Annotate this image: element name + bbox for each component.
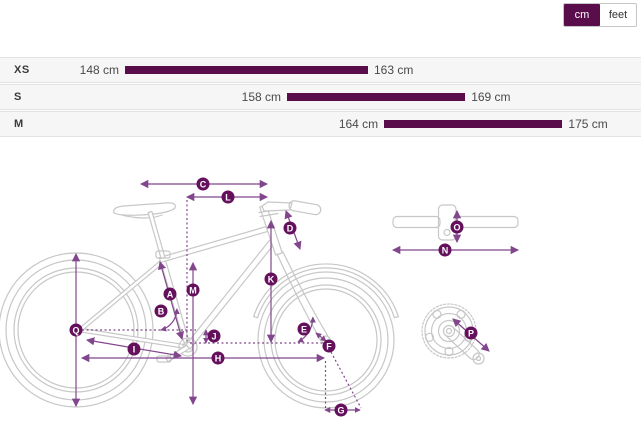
front-fender: [256, 267, 396, 319]
svg-text:N: N: [442, 246, 449, 256]
range-min-label: 158 cm: [241, 90, 281, 104]
size-label: S: [14, 91, 22, 103]
saddle: [113, 202, 176, 260]
handlebar-grip: [288, 200, 322, 216]
steering-axis-extension: [330, 351, 362, 409]
svg-text:O: O: [453, 223, 460, 233]
svg-text:L: L: [225, 193, 231, 203]
size-row-s: S 158 cm 169 cm: [0, 84, 641, 110]
size-label: M: [14, 118, 24, 130]
range-min-label: 148 cm: [79, 63, 119, 77]
range-max-label: 169 cm: [471, 90, 511, 104]
measurement-label-O: O: [450, 220, 464, 234]
svg-text:F: F: [326, 342, 332, 352]
measurement-label-E: E: [297, 322, 311, 336]
measurement-label-F: F: [322, 339, 336, 353]
measurement-label-I: I: [127, 342, 141, 356]
svg-text:B: B: [158, 307, 165, 317]
measure-A-seat-tube: [157, 260, 185, 341]
svg-text:D: D: [287, 224, 294, 234]
height-range-bar: [287, 93, 466, 101]
height-range-bar: [384, 120, 563, 128]
measurement-label-K: K: [264, 272, 278, 286]
svg-text:M: M: [189, 286, 197, 296]
svg-text:C: C: [200, 180, 207, 190]
measurement-label-A: A: [163, 287, 177, 301]
measure-F-fork-offset: [315, 332, 327, 342]
unit-feet-button[interactable]: feet: [608, 9, 628, 21]
measurement-label-C: C: [196, 177, 210, 191]
stem: [261, 200, 322, 216]
measurement-label-D: D: [283, 221, 297, 235]
svg-text:A: A: [167, 290, 174, 300]
front-wheel: [253, 263, 399, 409]
size-row-xs: XS 148 cm 163 cm: [0, 57, 641, 83]
size-label: XS: [14, 64, 30, 76]
measurement-label-P: P: [464, 326, 478, 340]
measure-B-seat-angle: [160, 308, 180, 332]
unit-toggle: cm feet: [563, 3, 637, 27]
unit-cm-button[interactable]: cm: [564, 4, 600, 26]
size-chart: XS 148 cm 163 cm S 158 cm 169 cm M 164 c…: [0, 57, 641, 138]
range-max-label: 175 cm: [568, 117, 608, 131]
measurement-letter-labels: AB C D E F G H I J K L M N O P Q: [69, 177, 478, 417]
measurement-label-B: B: [154, 304, 168, 318]
measurement-label-G: G: [334, 403, 348, 417]
svg-text:G: G: [337, 406, 344, 416]
range-max-label: 163 cm: [374, 63, 414, 77]
measurement-label-M: M: [186, 283, 200, 297]
svg-text:I: I: [133, 345, 136, 355]
svg-text:E: E: [301, 325, 307, 335]
bike-drawing: [0, 200, 519, 409]
measurement-label-L: L: [221, 190, 235, 204]
measurement-label-H: H: [211, 351, 225, 365]
svg-text:J: J: [211, 332, 216, 342]
svg-text:H: H: [215, 354, 222, 364]
size-row-m: M 164 cm 175 cm: [0, 111, 641, 137]
seat-clamp: [155, 250, 171, 259]
height-range-bar: [125, 66, 368, 74]
svg-text:Q: Q: [72, 326, 79, 336]
svg-text:P: P: [468, 329, 474, 339]
measurement-label-J: J: [207, 329, 221, 343]
svg-text:K: K: [268, 275, 275, 285]
range-min-label: 164 cm: [338, 117, 379, 131]
measurement-label-N: N: [438, 243, 452, 257]
measurement-label-Q: Q: [69, 323, 83, 337]
